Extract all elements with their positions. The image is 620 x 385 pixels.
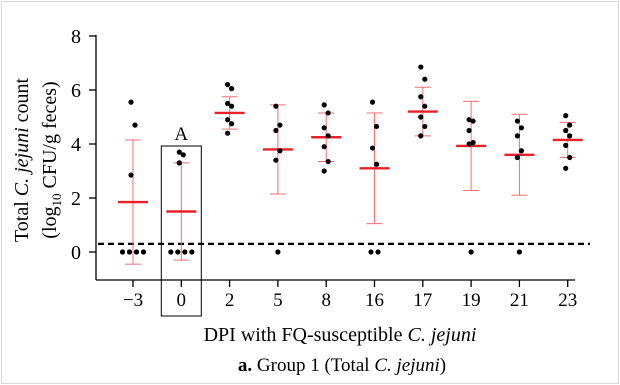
x-tick-label: 17 xyxy=(413,290,432,311)
data-point xyxy=(128,99,134,105)
data-point xyxy=(514,118,521,124)
x-tick-label: 21 xyxy=(510,290,529,311)
data-point xyxy=(225,82,231,88)
data-point xyxy=(468,249,474,255)
data-point xyxy=(133,249,140,255)
data-point xyxy=(128,172,134,178)
data-point xyxy=(321,125,327,131)
data-point xyxy=(375,249,381,255)
data-point xyxy=(225,117,231,123)
data-point xyxy=(466,117,472,123)
data-point xyxy=(514,154,521,161)
data-point xyxy=(466,127,472,134)
data-point xyxy=(189,249,195,255)
data-point xyxy=(563,127,569,134)
data-point xyxy=(563,165,569,171)
data-point xyxy=(325,158,331,165)
data-point xyxy=(518,125,525,131)
data-point xyxy=(225,130,231,136)
data-point xyxy=(321,102,327,108)
data-point xyxy=(567,133,573,139)
data-point xyxy=(126,249,133,255)
data-point xyxy=(470,140,476,146)
data-point xyxy=(567,122,573,128)
data-point xyxy=(418,133,424,139)
data-point xyxy=(140,249,147,255)
x-tick-label: 19 xyxy=(462,290,481,311)
x-tick-label: −3 xyxy=(123,290,143,311)
x-tick-label: 5 xyxy=(273,290,283,311)
x-tick-label: 0 xyxy=(177,290,187,311)
data-point xyxy=(368,249,374,255)
data-point xyxy=(119,249,126,255)
data-point xyxy=(168,249,174,255)
data-point xyxy=(369,99,376,105)
data-point xyxy=(321,144,327,150)
data-point xyxy=(273,127,279,134)
data-point xyxy=(277,122,283,128)
data-point xyxy=(175,249,181,255)
x-tick-label: 23 xyxy=(558,290,577,311)
y-axis-label-line1: Total C. jejuni count xyxy=(11,77,33,242)
figure-caption: a. Group 1 (Total C. jejuni) xyxy=(238,355,446,376)
data-point xyxy=(180,152,186,158)
data-point xyxy=(325,110,331,116)
data-point xyxy=(418,114,424,120)
highlight-box xyxy=(160,145,202,317)
y-tick-label: 4 xyxy=(71,134,81,156)
data-point xyxy=(563,113,569,119)
data-point xyxy=(422,123,428,130)
data-point xyxy=(277,148,283,154)
x-tick-label: 2 xyxy=(225,290,235,311)
y-axis-label: Total C. jejuni count (log10 CFU/g feces… xyxy=(11,77,64,242)
data-point xyxy=(373,161,380,167)
data-point xyxy=(176,149,182,155)
data-point xyxy=(182,249,188,255)
data-point xyxy=(273,103,279,109)
data-point xyxy=(518,148,525,154)
data-point xyxy=(225,100,231,107)
data-point xyxy=(369,145,376,151)
y-axis-label-line2: (log10 CFU/g feces) xyxy=(39,81,64,238)
data-point xyxy=(373,123,380,130)
x-tick-label: 16 xyxy=(365,290,384,311)
data-point xyxy=(325,133,331,139)
plot-area: 0 2 4 6 8 −3 0 2 5 8 16 17 19 21 23 A xyxy=(71,26,590,317)
highlight-annotation: A xyxy=(174,124,188,145)
data-point xyxy=(229,86,235,92)
y-tick-label: 8 xyxy=(71,26,81,48)
y-tick-label: 0 xyxy=(71,242,81,264)
data-point xyxy=(422,76,428,82)
data-point xyxy=(516,249,523,255)
x-tick-label: 8 xyxy=(321,290,331,311)
data-point xyxy=(273,157,279,163)
data-point xyxy=(514,133,521,139)
data-point xyxy=(418,64,424,70)
data-point xyxy=(470,118,476,124)
data-point xyxy=(229,121,235,127)
data-point xyxy=(563,142,569,148)
x-axis-label: DPI with FQ-susceptible C. jejuni xyxy=(204,324,477,346)
data-point xyxy=(418,94,424,100)
data-point xyxy=(132,122,138,128)
data-point xyxy=(466,141,472,147)
data-point xyxy=(176,160,182,166)
data-point xyxy=(229,103,235,109)
data-point xyxy=(567,154,573,161)
data-point xyxy=(275,249,281,255)
data-point xyxy=(422,103,428,109)
y-tick-label: 6 xyxy=(71,80,81,102)
data-point xyxy=(321,168,327,174)
y-tick-label: 2 xyxy=(71,188,81,210)
